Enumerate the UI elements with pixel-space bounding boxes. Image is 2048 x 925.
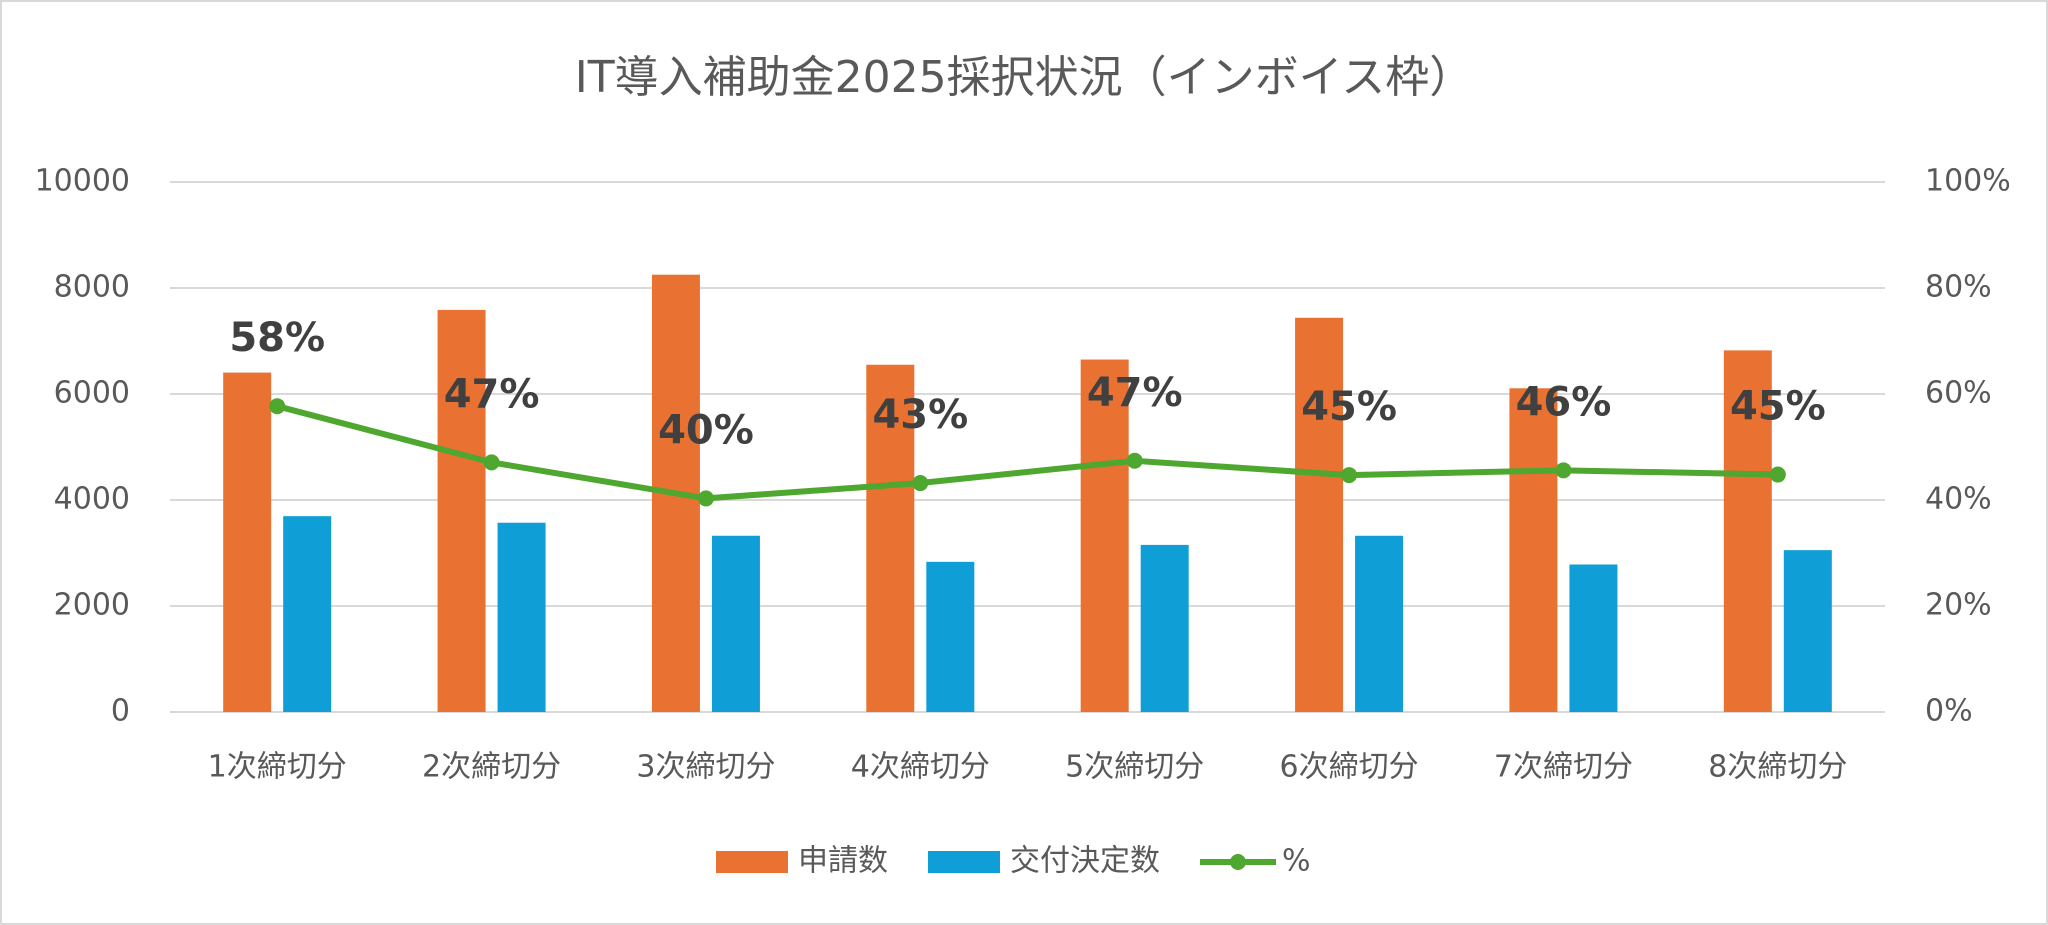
legend-label: % [1282,844,1311,879]
bar [1080,359,1129,712]
y2-tick-label: 0% [1925,694,1973,729]
x-tick-label: 8次締切分 [1708,750,1847,785]
bar [1295,317,1344,712]
bar [1140,544,1189,712]
y-tick-label: 8000 [54,270,130,305]
bar [1509,388,1558,712]
line-marker [1555,462,1572,479]
x-tick-label: 1次締切分 [208,750,347,785]
bar [711,535,760,712]
x-tick-label: 3次締切分 [636,750,775,785]
legend-label: 申請数 [798,844,888,879]
legend-swatch [1230,854,1246,870]
legend-swatch [928,851,1000,873]
y2-tick-label: 20% [1925,588,1992,623]
bar [866,364,915,712]
y2-tick-label: 40% [1925,482,1992,517]
y2-tick-label: 80% [1925,270,1992,305]
legend-swatch [716,851,788,873]
x-tick-label: 7次締切分 [1494,750,1633,785]
line [276,403,1778,502]
y-tick-label: 6000 [54,376,130,411]
y-tick-label: 0 [111,694,130,729]
x-tick-label: 5次締切分 [1065,750,1204,785]
line-marker [1769,466,1786,483]
data-label: 40% [658,407,754,453]
x-tick-label: 2次締切分 [422,750,561,785]
x-tick-label: 4次締切分 [851,750,990,785]
line-marker [697,490,714,507]
bar [1723,350,1772,712]
bar [1783,550,1832,712]
bar [1355,535,1404,712]
line-marker [1341,467,1358,484]
y2-tick-label: 100% [1925,164,2011,199]
data-label: 47% [1087,370,1183,416]
y-tick-label: 2000 [54,588,130,623]
data-label: 46% [1516,379,1612,425]
bar [1569,564,1618,712]
bar [437,309,486,712]
y-tick-label: 10000 [35,164,130,199]
bar [223,372,272,712]
data-label: 43% [872,392,968,438]
legend-label: 交付決定数 [1010,844,1160,879]
bar [926,561,975,712]
line-marker [269,398,286,415]
y-tick-label: 4000 [54,482,130,517]
bar [497,522,546,712]
data-label: 45% [1301,384,1397,430]
bar [283,516,332,712]
data-label: 58% [229,315,325,361]
data-label: 47% [444,371,540,417]
line-marker [1126,452,1143,469]
data-label: 45% [1730,384,1826,430]
line-marker [483,454,500,471]
y2-tick-label: 60% [1925,376,1992,411]
line-marker [912,475,929,492]
x-tick-label: 6次締切分 [1280,750,1419,785]
chart-title: IT導入補助金2025採択状況（インボイス枠） [575,52,1474,103]
